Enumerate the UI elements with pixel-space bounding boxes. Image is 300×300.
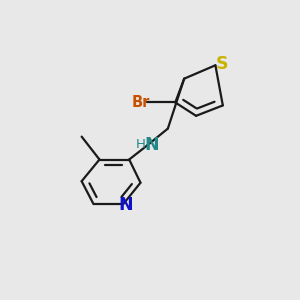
Text: H: H (136, 138, 146, 151)
Text: S: S (216, 55, 228, 73)
Text: N: N (144, 136, 159, 154)
Text: N: N (118, 196, 133, 214)
Text: Br: Br (131, 94, 150, 110)
